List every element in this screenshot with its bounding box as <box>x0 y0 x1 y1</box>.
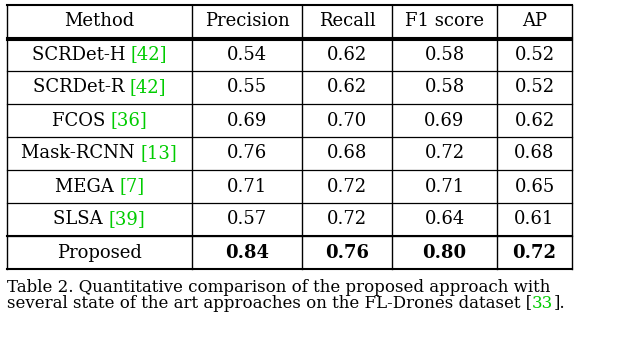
Text: 0.70: 0.70 <box>327 111 367 129</box>
Text: Precision: Precision <box>205 13 289 30</box>
Text: SCRDet-H: SCRDet-H <box>31 45 131 64</box>
Text: 0.80: 0.80 <box>422 244 467 261</box>
Text: 0.72: 0.72 <box>327 178 367 195</box>
Text: MEGA: MEGA <box>54 178 119 195</box>
Text: Table 2. Quantitative comparison of the proposed approach with: Table 2. Quantitative comparison of the … <box>7 279 550 296</box>
Text: Recall: Recall <box>319 13 376 30</box>
Text: 0.72: 0.72 <box>424 144 465 163</box>
Text: 0.58: 0.58 <box>424 45 465 64</box>
Text: ].: ]. <box>554 295 565 312</box>
Text: several state of the art approaches on the FL-Drones dataset [: several state of the art approaches on t… <box>7 295 532 312</box>
Text: 0.71: 0.71 <box>227 178 267 195</box>
Text: 0.65: 0.65 <box>515 178 555 195</box>
Text: 0.55: 0.55 <box>227 79 267 97</box>
Text: [13]: [13] <box>141 144 177 163</box>
Text: F1 score: F1 score <box>405 13 484 30</box>
Text: 0.61: 0.61 <box>515 210 555 229</box>
Text: 0.62: 0.62 <box>327 45 367 64</box>
Text: 0.57: 0.57 <box>227 210 267 229</box>
Text: [39]: [39] <box>109 210 145 229</box>
Text: SCRDet-R: SCRDet-R <box>33 79 130 97</box>
Text: FCOS: FCOS <box>52 111 111 129</box>
Text: 0.64: 0.64 <box>424 210 465 229</box>
Text: 33: 33 <box>532 295 554 312</box>
Text: [42]: [42] <box>130 79 166 97</box>
Text: 0.72: 0.72 <box>327 210 367 229</box>
Text: 0.76: 0.76 <box>227 144 267 163</box>
Text: 0.62: 0.62 <box>327 79 367 97</box>
Text: SLSA: SLSA <box>53 210 109 229</box>
Text: [7]: [7] <box>119 178 144 195</box>
Text: 0.76: 0.76 <box>325 244 369 261</box>
Text: 0.52: 0.52 <box>515 79 555 97</box>
Text: 0.71: 0.71 <box>424 178 465 195</box>
Text: 0.72: 0.72 <box>513 244 557 261</box>
Text: [42]: [42] <box>131 45 168 64</box>
Text: 0.58: 0.58 <box>424 79 465 97</box>
Text: 0.68: 0.68 <box>327 144 367 163</box>
Text: 0.69: 0.69 <box>227 111 267 129</box>
Text: Proposed: Proposed <box>57 244 142 261</box>
Text: AP: AP <box>522 13 547 30</box>
Text: 0.62: 0.62 <box>515 111 555 129</box>
Text: 0.84: 0.84 <box>225 244 269 261</box>
Text: 0.54: 0.54 <box>227 45 267 64</box>
Text: 0.69: 0.69 <box>424 111 465 129</box>
Text: 0.52: 0.52 <box>515 45 555 64</box>
Text: Mask-RCNN: Mask-RCNN <box>21 144 141 163</box>
Text: 0.68: 0.68 <box>515 144 555 163</box>
Text: Method: Method <box>65 13 134 30</box>
Text: [36]: [36] <box>111 111 147 129</box>
